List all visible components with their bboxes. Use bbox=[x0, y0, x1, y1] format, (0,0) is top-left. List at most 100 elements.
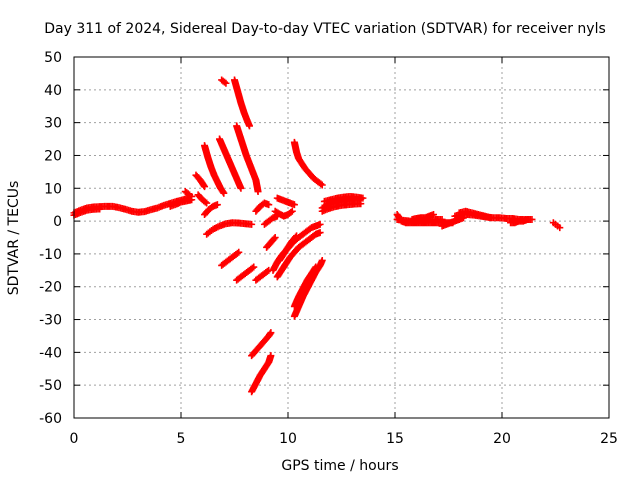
data-arc bbox=[233, 263, 258, 284]
data-arc bbox=[252, 199, 273, 215]
y-tick-label: -10 bbox=[39, 247, 62, 263]
data-point bbox=[487, 214, 495, 222]
x-tick-label: 5 bbox=[177, 431, 186, 447]
y-tick-label: 40 bbox=[44, 83, 62, 99]
data-point bbox=[317, 180, 325, 188]
data-point bbox=[524, 215, 532, 223]
data-point bbox=[203, 199, 211, 207]
data-point bbox=[237, 184, 245, 192]
data-arc bbox=[263, 234, 279, 251]
data-arc bbox=[320, 192, 367, 205]
data-point bbox=[188, 192, 196, 200]
data-arc bbox=[260, 212, 281, 228]
data-arc bbox=[194, 191, 211, 207]
data-arc bbox=[252, 266, 273, 284]
y-tick-label: -20 bbox=[39, 280, 62, 296]
data-point bbox=[221, 78, 229, 86]
data-arc bbox=[455, 207, 495, 222]
data-arc bbox=[231, 76, 253, 130]
data-point bbox=[556, 224, 564, 232]
data-point bbox=[359, 194, 367, 202]
data-arc bbox=[290, 256, 326, 320]
data-point bbox=[222, 79, 230, 87]
data-point bbox=[288, 207, 296, 215]
x-tick-label: 20 bbox=[493, 431, 511, 447]
data-point bbox=[219, 188, 227, 196]
y-tick-label: -40 bbox=[39, 345, 62, 361]
x-tick-labels: 0 5 10 15 20 25 bbox=[70, 431, 618, 447]
data-point bbox=[271, 234, 279, 241]
data-arc bbox=[181, 188, 196, 200]
data-arc bbox=[216, 135, 245, 192]
data-point bbox=[312, 263, 320, 271]
y-tick-label: 0 bbox=[53, 214, 62, 230]
data-arc bbox=[203, 219, 256, 238]
data-point bbox=[318, 181, 326, 189]
data-arc bbox=[233, 122, 262, 196]
data-point bbox=[293, 232, 301, 240]
data-point bbox=[291, 233, 299, 241]
data-point bbox=[430, 211, 438, 219]
data-point bbox=[318, 256, 326, 264]
data-point bbox=[287, 208, 295, 216]
data-point bbox=[250, 263, 258, 271]
data-arc bbox=[273, 229, 324, 281]
y-tick-label: 30 bbox=[44, 116, 62, 132]
data-point bbox=[273, 212, 281, 220]
x-axis-label: GPS time / hours bbox=[281, 458, 398, 474]
plot-data bbox=[70, 76, 564, 396]
data-arc bbox=[201, 142, 228, 197]
data-point bbox=[201, 183, 209, 191]
y-tick-label: 50 bbox=[44, 50, 62, 66]
data-point bbox=[213, 201, 221, 209]
data-point bbox=[220, 189, 228, 197]
data-point bbox=[267, 352, 275, 360]
data-point bbox=[267, 329, 275, 337]
data-point bbox=[233, 249, 241, 257]
data-point bbox=[184, 190, 192, 198]
data-arc bbox=[248, 329, 275, 360]
plot-frame bbox=[73, 56, 610, 419]
data-point bbox=[263, 267, 271, 275]
chart-title: Day 311 of 2024, Sidereal Day-to-day VTE… bbox=[44, 21, 606, 37]
data-arc bbox=[166, 196, 196, 210]
data-arc bbox=[408, 211, 438, 223]
data-arc bbox=[290, 138, 326, 189]
y-tick-label: -60 bbox=[39, 411, 62, 427]
y-tick-label: 20 bbox=[44, 148, 62, 164]
data-arc bbox=[70, 205, 104, 219]
data-point bbox=[96, 205, 104, 213]
data-point bbox=[316, 220, 324, 228]
data-point bbox=[235, 248, 243, 256]
y-tick-label: -50 bbox=[39, 378, 62, 394]
x-tick-label: 0 bbox=[70, 431, 79, 447]
data-point bbox=[248, 220, 256, 228]
y-tick-label: -30 bbox=[39, 313, 62, 329]
x-tick-label: 25 bbox=[600, 431, 618, 447]
data-arc bbox=[273, 194, 298, 209]
x-tick-label: 10 bbox=[279, 431, 297, 447]
data-point bbox=[265, 201, 273, 209]
data-point bbox=[316, 229, 324, 237]
data-point bbox=[245, 122, 253, 130]
data-arc bbox=[290, 263, 320, 310]
data-arc bbox=[201, 201, 221, 219]
data-point bbox=[270, 235, 278, 243]
y-tick-label: 10 bbox=[44, 181, 62, 197]
data-arc bbox=[275, 232, 301, 264]
data-arc bbox=[549, 219, 564, 232]
data-point bbox=[290, 201, 298, 209]
data-arc bbox=[507, 215, 532, 227]
data-arc bbox=[218, 76, 230, 87]
data-arc bbox=[218, 248, 243, 269]
data-point bbox=[201, 198, 209, 206]
y-tick-labels: -60 -50 -40 -30 -20 -10 0 10 20 30 40 50 bbox=[39, 50, 62, 427]
data-point bbox=[248, 264, 256, 272]
y-axis-label: SDTVAR / TECUs bbox=[6, 181, 22, 296]
data-point bbox=[254, 188, 262, 196]
axis-ticks bbox=[73, 56, 610, 419]
data-arc bbox=[248, 352, 275, 396]
grid-lines bbox=[74, 57, 609, 418]
data-point bbox=[438, 215, 446, 223]
